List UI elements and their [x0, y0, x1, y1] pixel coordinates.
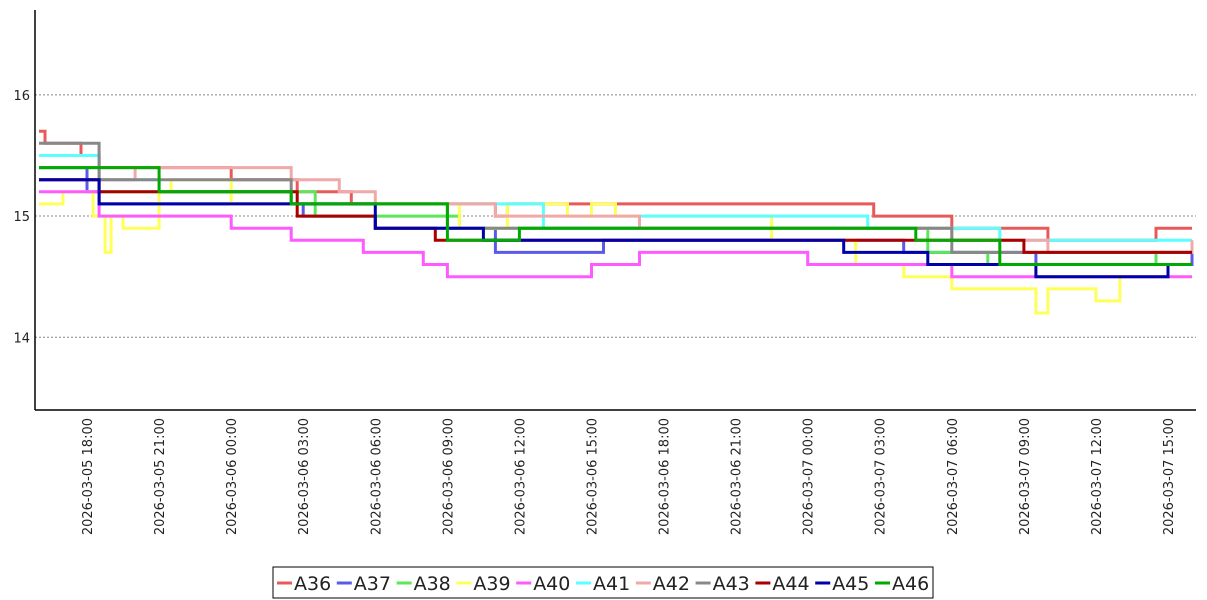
- x-tick-label: 2026-03-06 18:00: [658, 418, 673, 535]
- series-line-a39: [39, 178, 1192, 315]
- y-tick-label: 16: [13, 89, 30, 104]
- x-tick-label: 2026-03-07 00:00: [802, 418, 817, 535]
- legend-label: A46: [892, 573, 929, 595]
- legend-label: A44: [772, 573, 809, 595]
- legend-label: A42: [653, 573, 690, 595]
- x-tick-label: 2026-03-07 15:00: [1162, 418, 1177, 535]
- x-tick-label: 2026-03-05 21:00: [153, 418, 168, 535]
- legend-label: A39: [473, 573, 510, 595]
- x-tick-label: 2026-03-07 03:00: [874, 418, 889, 535]
- x-tick-label: 2026-03-06 09:00: [441, 418, 456, 535]
- x-tick-label: 2026-03-06 06:00: [369, 418, 384, 535]
- axes: [34, 10, 1196, 411]
- y-tick-label: 14: [13, 331, 30, 346]
- legend-label: A38: [414, 573, 451, 595]
- legend-label: A36: [294, 573, 331, 595]
- y-axis-ticks: 14 15 16: [13, 89, 30, 346]
- series-line-a40: [39, 190, 1192, 279]
- y-tick-label: 15: [13, 210, 30, 225]
- x-tick-label: 2026-03-06 21:00: [730, 418, 745, 535]
- legend-label: A37: [354, 573, 391, 595]
- x-tick-label: 2026-03-07 09:00: [1018, 418, 1033, 535]
- series-line-a36: [39, 129, 1192, 242]
- series-group: [39, 129, 1194, 315]
- x-tick-label: 2026-03-06 15:00: [586, 418, 601, 535]
- legend-label: A41: [593, 573, 630, 595]
- series-line-a43: [39, 141, 1192, 254]
- series-line-a45: [39, 178, 1192, 279]
- series-line-a42: [39, 166, 1194, 254]
- x-tick-label: 2026-03-07 12:00: [1090, 418, 1105, 535]
- legend: A36 A37 A38 A39 A40 A41 A42 A43 A44 A45 A46: [272, 566, 934, 599]
- legend-label: A43: [713, 573, 750, 595]
- series-line-a46: [39, 166, 1192, 266]
- legend-label: A40: [533, 573, 570, 595]
- x-axis-ticks: 2026-03-05 18:00 2026-03-05 21:00 2026-03-…: [81, 418, 1177, 535]
- x-tick-label: 2026-03-06 12:00: [513, 418, 528, 535]
- x-tick-label: 2026-03-06 00:00: [225, 418, 240, 535]
- x-tick-label: 2026-03-06 03:00: [297, 418, 312, 535]
- x-tick-label: 2026-03-05 18:00: [81, 418, 96, 535]
- x-tick-label: 2026-03-07 06:00: [946, 418, 961, 535]
- legend-label: A45: [832, 573, 869, 595]
